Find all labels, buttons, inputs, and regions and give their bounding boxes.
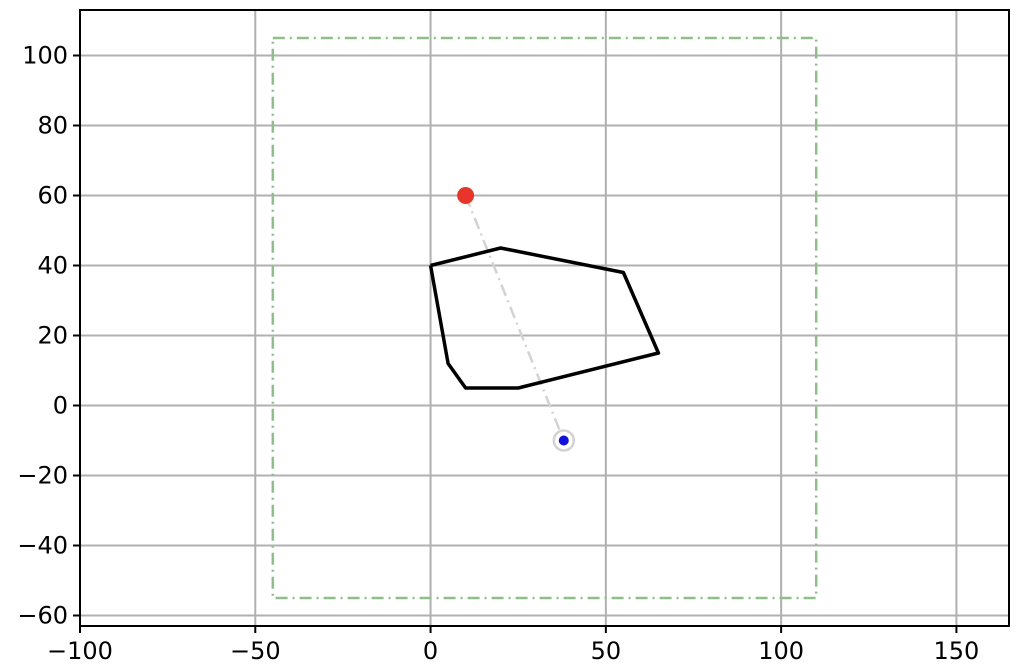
y-tick-label: −60 [17,602,68,630]
x-tick-label: −50 [230,637,281,665]
ticks: −100 −50 0 50 100 150 −60 −40 −20 0 20 40 60 80 100 [17,42,979,666]
x-tick-label: 150 [934,637,980,665]
connector-line [464,195,565,441]
y-tick-label: 20 [37,322,68,350]
y-tick-label: 0 [53,392,68,420]
polygon-group [428,246,661,390]
grid [79,10,1009,626]
y-tick-label: 60 [37,182,68,210]
target-point [558,435,569,446]
x-tick-label: 50 [591,637,622,665]
y-tick-label: −20 [17,462,68,490]
y-tick-label: 40 [37,252,68,280]
x-tick-label: 100 [758,637,804,665]
polygon-outline [428,246,661,390]
y-tick-label: 100 [22,42,68,70]
connector-line-group [464,195,565,441]
axes [79,9,1010,627]
y-tick-label: −40 [17,532,68,560]
x-tick-label: 0 [423,637,438,665]
points-group [457,187,576,452]
x-tick-label: −100 [47,637,113,665]
boundary-rectangle [271,36,818,600]
start-point [457,187,475,204]
boundary-rectangle-group [271,36,818,600]
plot-frame [79,9,1010,627]
y-tick-label: 80 [37,112,68,140]
